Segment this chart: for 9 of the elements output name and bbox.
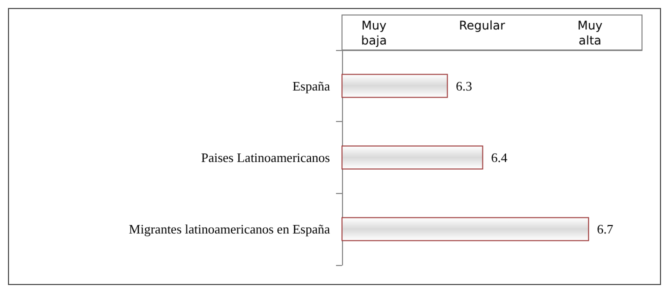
text: Regular [458,18,506,32]
text: Muy alta [577,18,603,48]
y-tick-label: Migrantes latinoamericanos en España [128,222,330,237]
data-label: 6.3 [456,78,472,94]
data-label: 6.4 [491,150,508,165]
y-tick-label: Paises Latinoamericanos [201,150,330,165]
data-label: 6.7 [597,222,614,237]
y-tick-label: España [292,78,330,94]
text: Muy baja [361,18,387,48]
